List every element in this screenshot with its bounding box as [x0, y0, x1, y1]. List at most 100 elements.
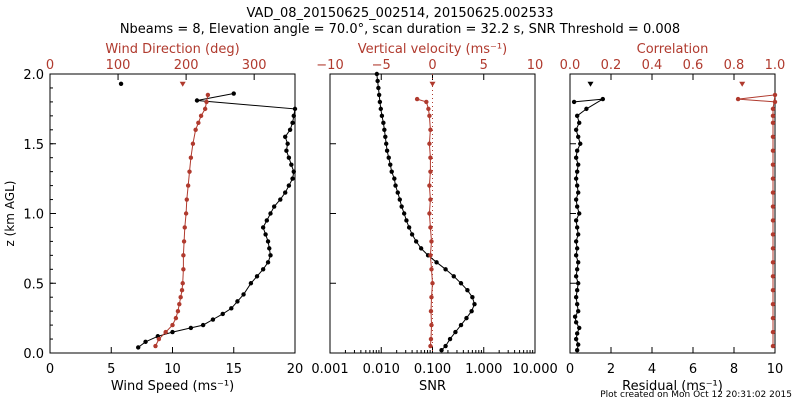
series-marker [286, 155, 292, 160]
series-marker [389, 169, 394, 174]
top-tick-label: 0.2 [601, 58, 622, 73]
series-marker [430, 281, 435, 286]
series-marker [395, 190, 400, 195]
series-marker [576, 190, 581, 195]
series-marker [576, 308, 581, 314]
series-marker [285, 141, 290, 146]
series-marker [291, 113, 296, 119]
series-marker [268, 253, 273, 258]
bottom-tick-label: 10 [767, 362, 784, 377]
series-marker [770, 218, 776, 223]
series-marker [770, 190, 776, 195]
series-marker [177, 301, 182, 307]
bottom-tick-label: 0.100 [414, 362, 451, 377]
series-marker [434, 260, 439, 265]
top-axis-label: Wind Direction (deg) [105, 42, 239, 57]
series-marker [427, 211, 432, 216]
series-line [416, 98, 434, 347]
series-marker [382, 127, 387, 132]
series-marker [156, 336, 162, 342]
series-marker [289, 162, 294, 167]
series-marker [392, 176, 397, 181]
series-marker [384, 141, 389, 146]
bottom-tick-label: 0 [566, 362, 574, 377]
bottom-tick-label: 10 [164, 362, 181, 377]
plot-frame [49, 73, 296, 354]
y-tick-label: 1.0 [23, 208, 44, 223]
series-marker [188, 155, 194, 160]
series-marker [577, 120, 582, 126]
series-marker [573, 295, 579, 300]
series-marker [235, 299, 240, 304]
series-marker [574, 113, 580, 119]
series-marker [379, 113, 385, 119]
series-marker [772, 92, 778, 98]
series-marker [587, 81, 594, 87]
series-marker [770, 162, 776, 167]
series-marker [413, 239, 419, 244]
series-marker [574, 183, 580, 188]
series-marker [393, 183, 398, 188]
series-marker [283, 190, 288, 195]
series-marker [428, 343, 433, 349]
top-axis-label: Correlation [637, 42, 709, 57]
plot-frame [569, 73, 776, 354]
top-tick-label: 0 [46, 58, 54, 73]
bottom-tick-label: 0 [46, 362, 54, 377]
series-marker [573, 336, 579, 342]
bottom-tick-label: 0.010 [363, 362, 400, 377]
series-marker [573, 239, 579, 244]
series-marker [770, 288, 776, 293]
residual-panel: 0 2 4 6 8 10 Residual (ms⁻¹) 0.0 0.2 0.4 0.6 0.8 1.0… [560, 42, 786, 394]
series-marker [418, 246, 424, 251]
bottom-tick-label: 1.000 [465, 362, 502, 377]
series-marker [770, 301, 776, 307]
wind-panel: 0 5 10 15 20 Wind Speed (ms⁻¹) 0 100 200 300Wind … [3, 42, 303, 394]
series-marker [210, 317, 216, 322]
series-marker [426, 106, 431, 112]
series-marker [409, 232, 415, 237]
series-marker [184, 197, 189, 202]
series-marker [458, 322, 464, 328]
series-marker [573, 253, 579, 258]
series-marker [770, 113, 776, 119]
series-marker [229, 306, 234, 311]
top-tick-label: 0.4 [642, 58, 663, 73]
series-marker [287, 127, 293, 132]
series-marker [428, 253, 433, 258]
series-marker [399, 204, 404, 209]
y-tick-label: 0.5 [23, 277, 44, 292]
series-marker [265, 260, 271, 265]
top-tick-label: 0 [428, 58, 436, 73]
series-marker [284, 148, 289, 153]
series-marker [231, 91, 236, 96]
series-marker [770, 134, 776, 139]
series-marker [278, 197, 283, 202]
series-marker [376, 92, 382, 98]
series-marker [153, 343, 158, 349]
series-line [376, 73, 476, 351]
series-marker [574, 169, 580, 174]
series-marker [576, 162, 581, 167]
series-marker [414, 96, 420, 102]
credit-text: Plot created on Mon Oct 12 20:31:02 2015 [600, 390, 792, 400]
series-marker [386, 155, 391, 160]
series-marker [406, 225, 412, 230]
series-marker [376, 85, 381, 91]
series-marker [268, 211, 273, 216]
series-marker [578, 141, 583, 146]
series-marker [428, 336, 434, 342]
series-marker [573, 274, 579, 279]
series-marker [574, 331, 580, 336]
series-marker [572, 314, 578, 319]
y-tick-label: 2.0 [23, 68, 44, 83]
series-marker [576, 281, 581, 286]
series-marker [770, 274, 776, 279]
bottom-axis-label: SNR [419, 379, 446, 394]
series-marker [574, 301, 580, 307]
series-marker [267, 246, 272, 251]
series-marker [770, 246, 776, 251]
top-tick-label: 0.8 [724, 58, 745, 73]
series-marker [241, 292, 246, 297]
